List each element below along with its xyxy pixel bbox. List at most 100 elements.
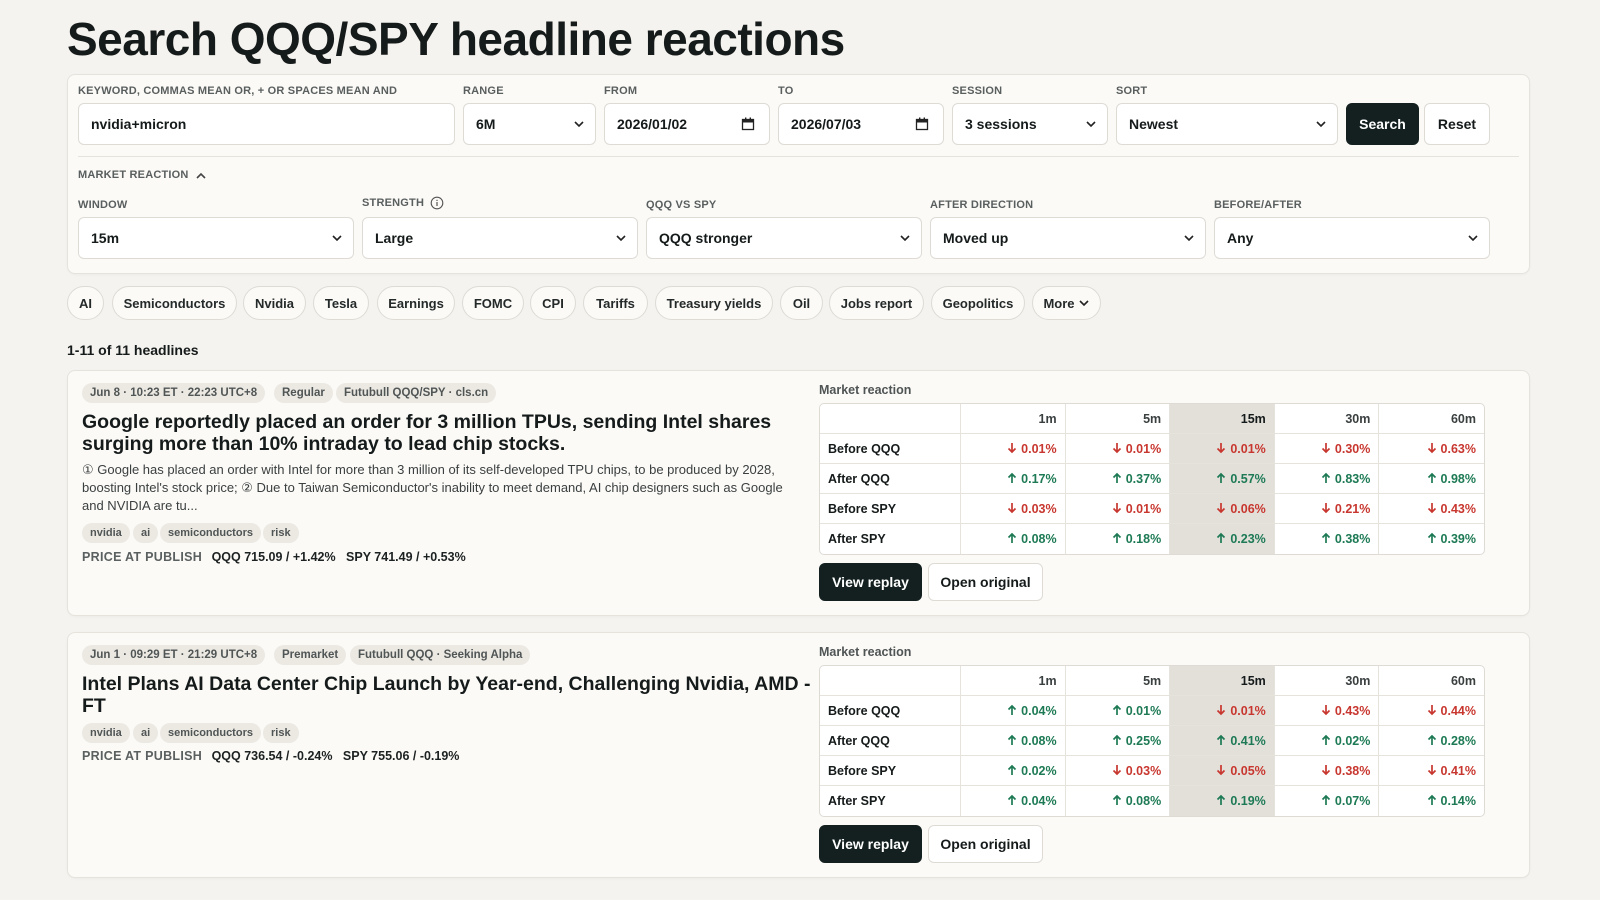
reaction-cell: 0.08% — [961, 726, 1066, 756]
chip-semiconductors[interactable]: Semiconductors — [112, 286, 237, 320]
sort-select[interactable]: Newest — [1116, 103, 1338, 145]
search-button[interactable]: Search — [1346, 103, 1419, 145]
chip-cpi[interactable]: CPI — [530, 286, 576, 320]
chip-tesla[interactable]: Tesla — [313, 286, 369, 320]
arrow-up-icon — [1321, 794, 1331, 805]
arrow-down-icon — [1112, 764, 1121, 775]
reaction-cell: 0.02% — [961, 756, 1066, 786]
reaction-value: 0.08% — [1021, 532, 1057, 546]
chevron-up-icon — [195, 172, 206, 179]
tag[interactable]: semiconductors — [160, 523, 261, 543]
arrow-down-icon — [1008, 502, 1017, 513]
row-label: Before QQQ — [820, 696, 961, 726]
to-date-input[interactable]: 2026/07/03 — [778, 103, 944, 145]
before-after-select[interactable]: Any — [1214, 217, 1490, 259]
reaction-cell: 0.38% — [1275, 524, 1380, 554]
chip-geopolitics[interactable]: Geopolitics — [931, 286, 1025, 320]
arrow-up-icon — [1112, 734, 1121, 745]
before-after-value: Any — [1227, 230, 1254, 246]
tag[interactable]: risk — [263, 723, 299, 743]
view-replay-button[interactable]: View replay — [819, 563, 922, 601]
qqq-vs-spy-select[interactable]: QQQ stronger — [646, 217, 922, 259]
tag[interactable]: semiconductors — [160, 723, 261, 743]
info-icon[interactable] — [430, 196, 444, 210]
open-original-button[interactable]: Open original — [928, 563, 1043, 601]
chip-fomc[interactable]: FOMC — [462, 286, 524, 320]
after-direction-select[interactable]: Moved up — [930, 217, 1206, 259]
reaction-value: 0.02% — [1021, 763, 1057, 778]
reaction-cell: 0.08% — [1066, 786, 1171, 816]
tag[interactable]: risk — [263, 523, 299, 543]
reaction-cell: 0.03% — [961, 494, 1066, 524]
chevron-down-icon — [616, 235, 626, 242]
column-header: 15m — [1170, 666, 1275, 696]
window-select[interactable]: 15m — [78, 217, 354, 259]
session-select[interactable]: 3 sessions — [952, 103, 1108, 145]
reaction-cell: 0.01% — [1170, 696, 1275, 726]
chip-earnings[interactable]: Earnings — [377, 286, 455, 320]
tag[interactable]: ai — [133, 723, 159, 743]
chevron-down-icon — [1078, 300, 1089, 307]
strength-select[interactable]: Large — [362, 217, 638, 259]
view-replay-button[interactable]: View replay — [819, 825, 922, 863]
reaction-value: 0.30% — [1334, 441, 1371, 456]
reaction-cell: 0.41% — [1170, 726, 1275, 756]
reaction-value: 0.98% — [1440, 471, 1476, 486]
column-header: 60m — [1379, 666, 1484, 696]
market-reaction-toggle[interactable]: Market reaction — [78, 169, 207, 182]
market-reaction-toggle-label: Market reaction — [78, 169, 189, 181]
reaction-value: 0.01% — [1021, 441, 1057, 456]
arrow-down-icon — [1008, 442, 1017, 453]
reaction-value: 0.18% — [1125, 532, 1162, 546]
result-count: 1-11 of 11 headlines — [67, 342, 199, 358]
chip-treasury-yields[interactable]: Treasury yields — [655, 286, 773, 320]
row-label: Before SPY — [820, 494, 961, 524]
arrow-up-icon — [1217, 472, 1226, 483]
strength-label: Strength — [362, 196, 425, 209]
reaction-value: 0.28% — [1440, 733, 1476, 748]
headline[interactable]: Intel Plans AI Data Center Chip Launch b… — [82, 673, 811, 717]
calendar-icon[interactable] — [741, 117, 755, 131]
arrow-down-icon — [1427, 704, 1436, 715]
chip-oil[interactable]: Oil — [780, 286, 823, 320]
row-label: After QQQ — [820, 726, 961, 756]
tag[interactable]: ai — [133, 523, 159, 543]
keyword-input[interactable]: nvidia+micron — [78, 103, 455, 145]
reset-button[interactable]: Reset — [1424, 103, 1490, 145]
arrow-down-icon — [1217, 502, 1226, 513]
chip-jobs-report[interactable]: Jobs report — [829, 286, 924, 320]
reaction-row: Before QQQ 0.01% 0.01% 0.01% 0.30% 0.63% — [820, 434, 1484, 464]
reaction-row: After SPY 0.04% 0.08% 0.19% 0.07% 0.14% — [820, 786, 1484, 816]
result-card: Jun 1 · 09:29 ET · 21:29 UTC+8 Premarket… — [67, 632, 1530, 878]
reaction-value: 0.57% — [1230, 471, 1266, 486]
open-original-button[interactable]: Open original — [928, 825, 1043, 863]
headline[interactable]: Google reportedly placed an order for 3 … — [82, 411, 772, 455]
reaction-value: 0.38% — [1334, 763, 1371, 778]
reaction-value: 0.41% — [1230, 733, 1266, 748]
chip-nvidia[interactable]: Nvidia — [243, 286, 306, 320]
calendar-icon[interactable] — [915, 117, 929, 131]
arrow-up-icon — [1427, 472, 1436, 483]
reaction-value: 0.21% — [1334, 501, 1371, 516]
page: Search QQQ/SPY headline reactions Keywor… — [67, 0, 1530, 878]
chevron-down-icon — [1086, 121, 1096, 128]
chip-ai[interactable]: AI — [67, 286, 104, 320]
reaction-value: 0.37% — [1125, 471, 1162, 486]
source-pill: Futubull QQQ/SPY · cls.cn — [336, 383, 497, 403]
session-value: 3 sessions — [965, 116, 1037, 132]
tag[interactable]: nvidia — [82, 523, 130, 543]
reaction-cell: 0.28% — [1379, 726, 1484, 756]
arrow-up-icon — [1112, 532, 1121, 543]
reaction-value: 0.04% — [1021, 794, 1057, 808]
tag[interactable]: nvidia — [82, 723, 130, 743]
arrow-up-icon — [1217, 794, 1226, 805]
arrow-up-icon — [1008, 532, 1017, 543]
column-header: 5m — [1065, 404, 1171, 434]
row-label: Before QQQ — [820, 434, 961, 464]
chip-tariffs[interactable]: Tariffs — [583, 286, 648, 320]
from-date-input[interactable]: 2026/01/02 — [604, 103, 770, 145]
chip-more[interactable]: More — [1032, 286, 1101, 320]
range-select[interactable]: 6M — [463, 103, 596, 145]
reaction-row: After QQQ 0.08% 0.25% 0.41% 0.02% 0.28% — [820, 726, 1484, 756]
reaction-cell: 0.01% — [1065, 494, 1171, 524]
